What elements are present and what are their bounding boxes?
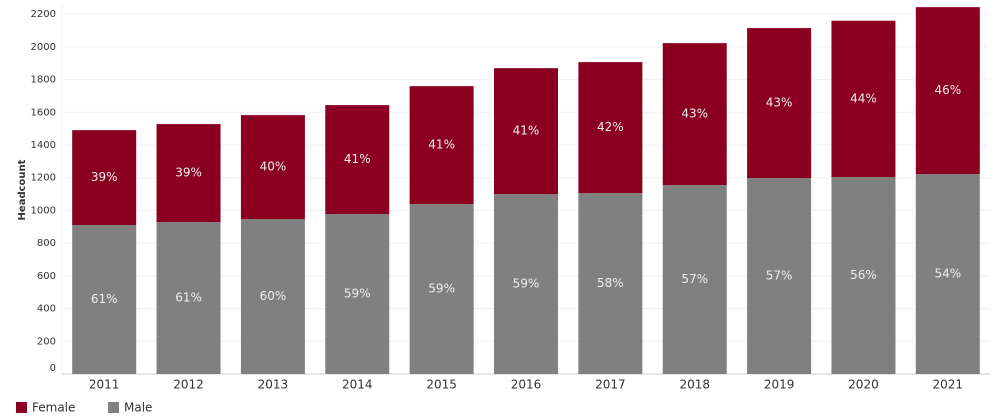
value-label: 39% (91, 170, 118, 184)
legend-swatch (108, 402, 119, 413)
value-label: 41% (428, 138, 455, 152)
y-axis-label: Headcount (17, 159, 28, 220)
bar-segment (409, 86, 474, 205)
y-tick-label: 0 (50, 363, 56, 374)
y-tick-label: 1400 (31, 140, 56, 151)
y-tick-label: 600 (37, 271, 56, 282)
y-tick-label: 800 (37, 238, 56, 249)
y-tick-label: 2000 (31, 42, 56, 53)
bar-segment (747, 178, 812, 374)
x-tick-label: 2011 (89, 378, 120, 392)
bar-segment (831, 177, 896, 374)
x-tick-label: 2018 (679, 378, 710, 392)
value-label: 40% (260, 160, 287, 174)
value-label: 57% (766, 269, 793, 283)
value-label: 46% (934, 83, 961, 97)
bar-segment (662, 185, 727, 374)
y-tick-label: 2200 (31, 9, 56, 20)
x-tick-label: 2020 (848, 378, 879, 392)
value-label: 54% (934, 267, 961, 281)
bar-segment (325, 105, 390, 215)
value-label: 61% (175, 291, 202, 305)
value-label: 60% (260, 289, 287, 303)
bar-segment (325, 214, 390, 374)
y-tick-label: 1800 (31, 75, 56, 86)
bar-segment (240, 115, 305, 220)
value-label: 59% (513, 277, 540, 291)
bar-segment (494, 68, 558, 195)
x-tick-label: 2012 (173, 378, 204, 392)
y-tick-label: 200 (37, 336, 56, 347)
value-label: 61% (91, 292, 118, 306)
bar-segment (240, 219, 305, 374)
bar-segment (494, 194, 558, 374)
value-label: 43% (766, 96, 793, 110)
value-label: 41% (513, 124, 540, 138)
bar-segment (578, 193, 643, 374)
bar-segment (831, 20, 896, 178)
y-tick-label: 1200 (31, 173, 56, 184)
value-label: 44% (850, 91, 877, 105)
x-tick-label: 2014 (342, 378, 373, 392)
legend-swatch (16, 402, 27, 413)
legend-label: Female (32, 401, 75, 415)
y-tick-label: 1600 (31, 107, 56, 118)
value-label: 42% (597, 120, 624, 134)
x-tick-label: 2016 (511, 378, 542, 392)
bar-segment (72, 130, 137, 226)
bar-segment (156, 222, 221, 374)
x-tick-label: 2013 (258, 378, 289, 392)
bar-segment (915, 174, 980, 374)
x-tick-label: 2017 (595, 378, 626, 392)
x-tick-label: 2021 (933, 378, 964, 392)
x-tick-label: 2019 (764, 378, 795, 392)
value-label: 59% (428, 282, 455, 296)
value-label: 41% (344, 152, 371, 166)
value-label: 57% (681, 272, 708, 286)
value-label: 39% (175, 166, 202, 180)
value-label: 58% (597, 276, 624, 290)
y-tick-label: 1000 (31, 205, 56, 216)
legend-label: Male (124, 401, 152, 415)
y-tick-label: 400 (37, 304, 56, 315)
bar-segment (915, 7, 980, 175)
bar-segment (747, 28, 812, 179)
bar-segment (409, 204, 474, 374)
value-label: 43% (681, 107, 708, 121)
bar-segment (72, 225, 137, 374)
bar-segment (578, 62, 643, 194)
x-tick-label: 2015 (426, 378, 457, 392)
bar-segment (156, 124, 221, 223)
bar-segment (662, 43, 727, 186)
value-label: 59% (344, 287, 371, 301)
value-label: 56% (850, 268, 877, 282)
